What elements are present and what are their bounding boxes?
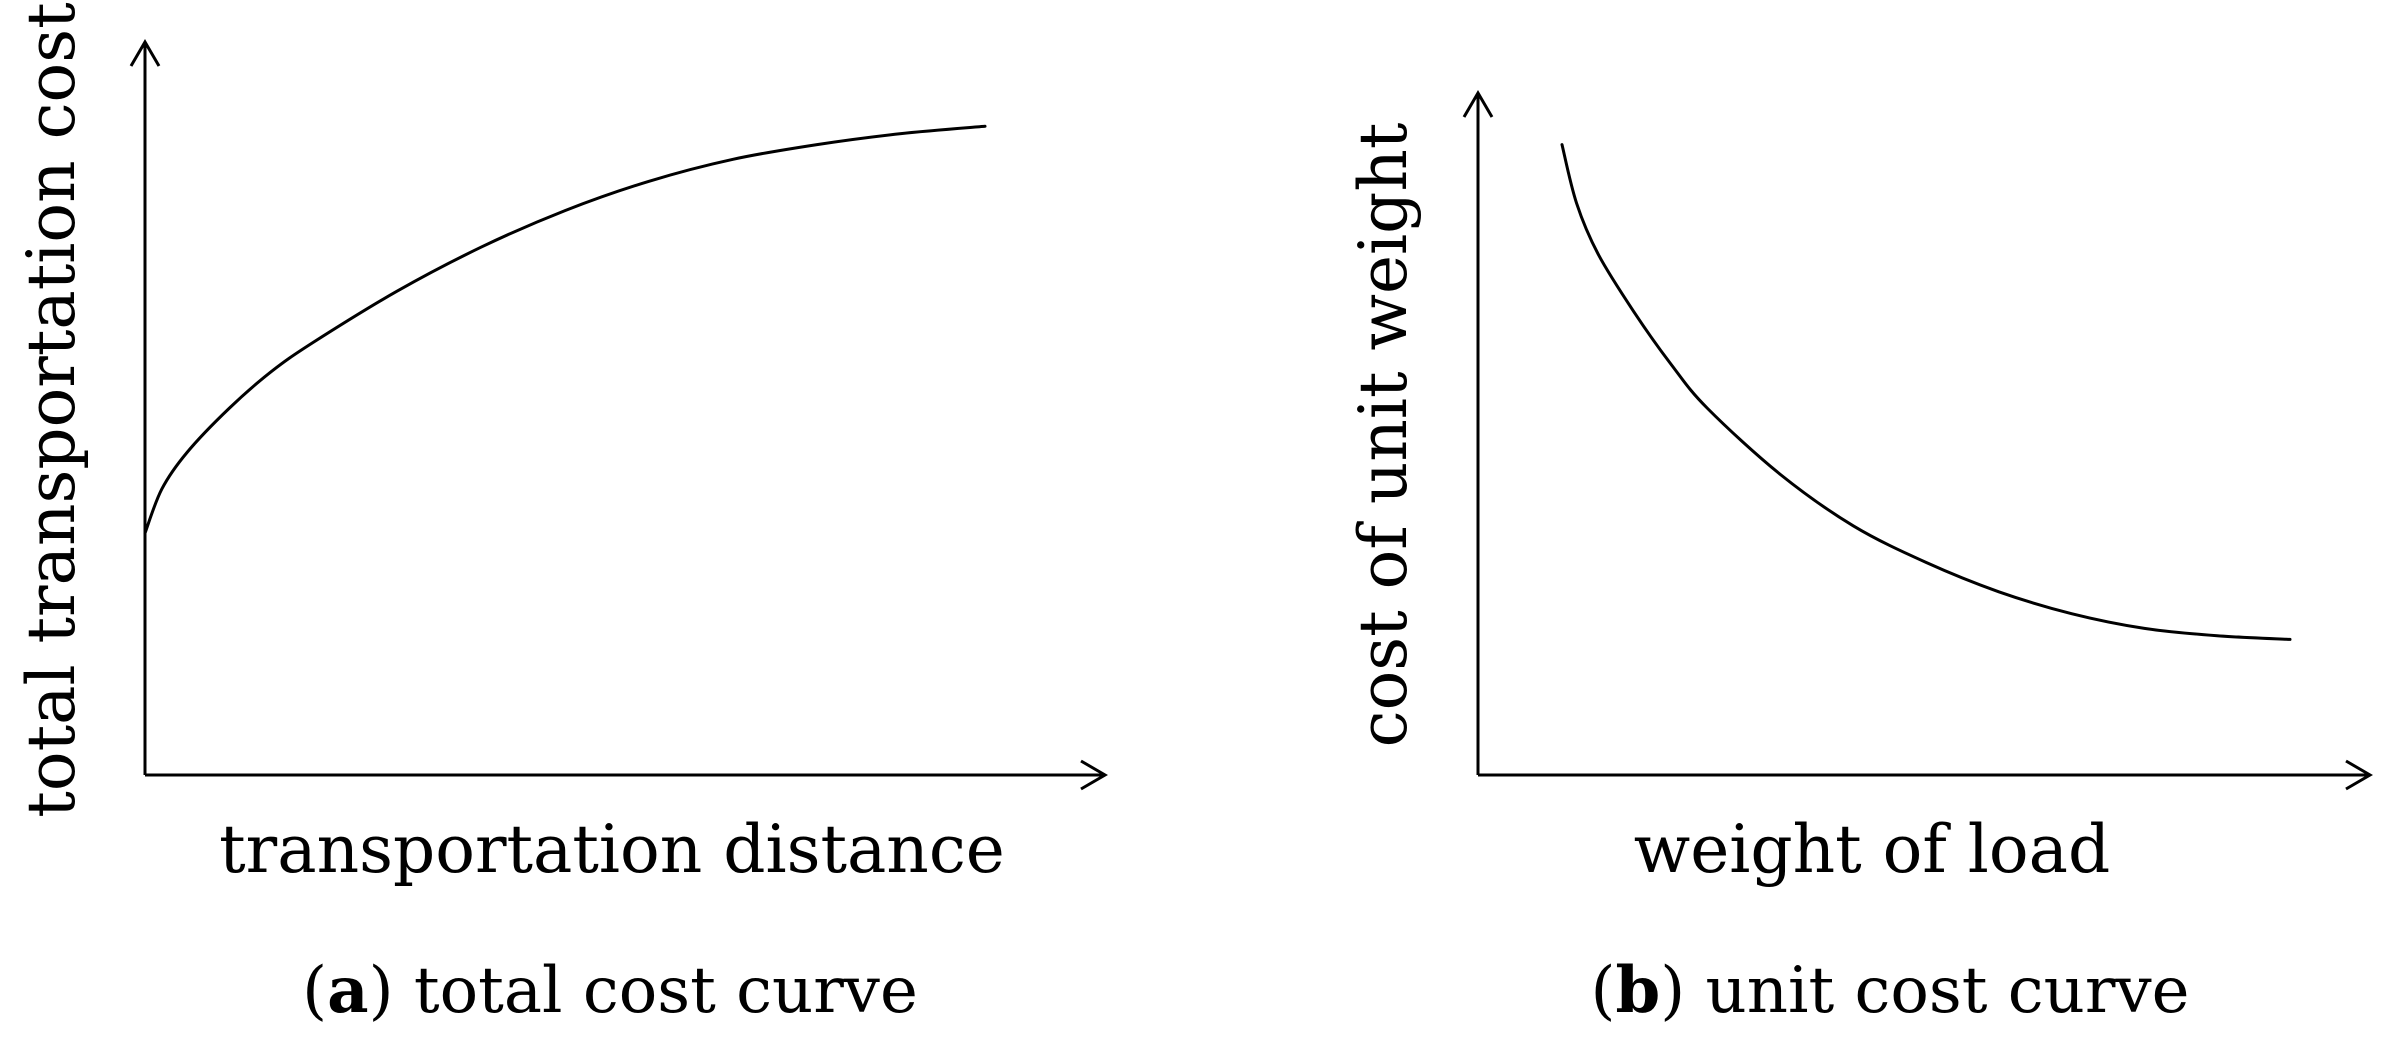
x-axis-arrow-b-icon (2345, 759, 2373, 791)
x-axis-label-b: weight of load (1634, 811, 2111, 888)
caption-text-b: unit cost curve (1706, 954, 2190, 1028)
caption-letter-a: a (327, 953, 368, 1028)
panel-b: cost of unit weight weight of load (b) u… (1345, 90, 2373, 1028)
x-axis-label-a: transportation distance (219, 811, 1005, 888)
y-axis-label-b: cost of unit weight (1345, 123, 1422, 748)
x-axis-arrow-a-icon (1080, 759, 1108, 791)
caption-a: (a) total cost curve (302, 953, 918, 1028)
series-line-total-cost (143, 124, 987, 535)
y-axis-label-a: total transportation cost (13, 2, 90, 817)
caption-text-a: total cost curve (414, 954, 918, 1028)
y-axis-arrow-a-icon (129, 39, 161, 67)
series-line-unit-cost (1560, 143, 2292, 641)
panel-a: total transportation cost transportation… (13, 2, 1108, 1028)
caption-letter-b: b (1615, 953, 1660, 1028)
caption-b: (b) unit cost curve (1591, 953, 2190, 1028)
y-axis-arrow-b-icon (1462, 90, 1494, 118)
